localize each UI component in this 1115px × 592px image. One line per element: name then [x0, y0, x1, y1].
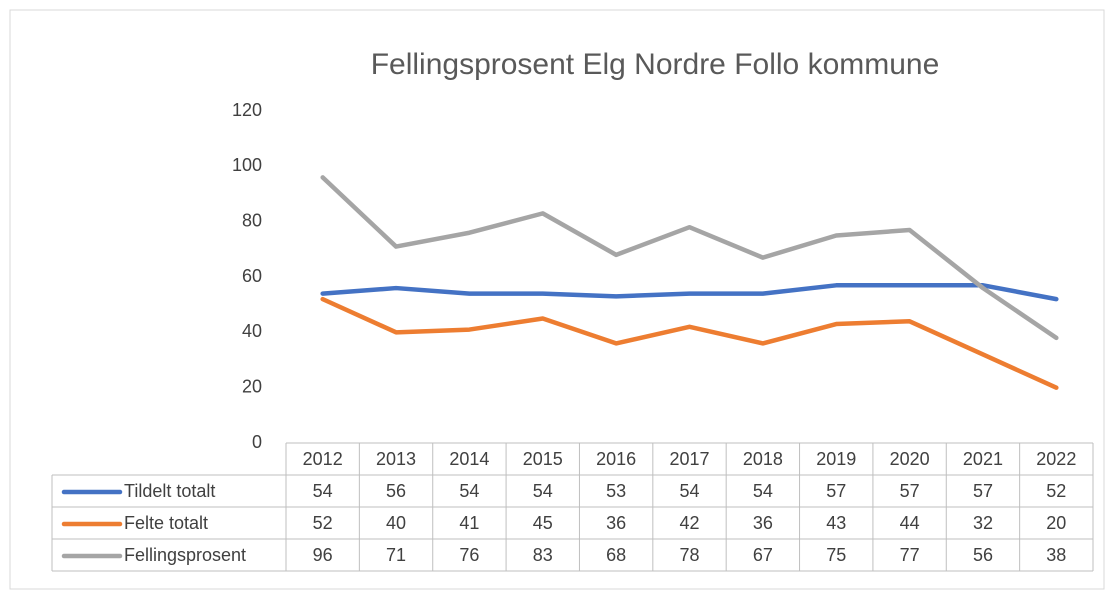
x-tick-label: 2012 — [303, 449, 343, 469]
table-value: 71 — [386, 545, 406, 565]
table-value: 40 — [386, 513, 406, 533]
table-value: 53 — [606, 481, 626, 501]
chart-title: Fellingsprosent Elg Nordre Follo kommune — [371, 48, 940, 81]
y-tick-label: 80 — [242, 210, 262, 230]
table-value: 57 — [973, 481, 993, 501]
series-line — [320, 296, 1059, 390]
table-value: 83 — [533, 545, 553, 565]
table-value: 76 — [459, 545, 479, 565]
table-value: 41 — [459, 513, 479, 533]
y-tick-label: 100 — [232, 155, 262, 175]
table-value: 75 — [826, 545, 846, 565]
table-value: 57 — [900, 481, 920, 501]
table-value: 52 — [1046, 481, 1066, 501]
table-value: 54 — [459, 481, 479, 501]
table-value: 52 — [313, 513, 333, 533]
legend-label: Felte totalt — [124, 513, 208, 533]
y-tick-label: 40 — [242, 321, 262, 341]
table-value: 77 — [900, 545, 920, 565]
table-value: 36 — [606, 513, 626, 533]
x-tick-label: 2016 — [596, 449, 636, 469]
table-value: 54 — [533, 481, 553, 501]
table-value: 20 — [1046, 513, 1066, 533]
table-value: 36 — [753, 513, 773, 533]
legend-label: Tildelt totalt — [124, 481, 215, 501]
series-line — [320, 175, 1059, 341]
table-value: 32 — [973, 513, 993, 533]
y-tick-label: 120 — [232, 100, 262, 120]
table-value: 45 — [533, 513, 553, 533]
x-tick-label: 2019 — [816, 449, 856, 469]
table-value: 54 — [753, 481, 773, 501]
table-value: 56 — [386, 481, 406, 501]
y-tick-label: 60 — [242, 266, 262, 286]
x-tick-label: 2015 — [523, 449, 563, 469]
y-tick-label: 20 — [242, 376, 262, 396]
x-tick-label: 2017 — [669, 449, 709, 469]
table-value: 42 — [679, 513, 699, 533]
table-value: 78 — [679, 545, 699, 565]
x-tick-label: 2018 — [743, 449, 783, 469]
table-value: 54 — [313, 481, 333, 501]
table-value: 56 — [973, 545, 993, 565]
table-value: 38 — [1046, 545, 1066, 565]
chart-border — [9, 9, 1105, 590]
x-tick-label: 2022 — [1036, 449, 1076, 469]
table-value: 57 — [826, 481, 846, 501]
x-tick-label: 2021 — [963, 449, 1003, 469]
series-line — [320, 283, 1059, 302]
table-value: 44 — [900, 513, 920, 533]
table-value: 68 — [606, 545, 626, 565]
x-tick-label: 2020 — [890, 449, 930, 469]
table-value: 43 — [826, 513, 846, 533]
table-value: 54 — [679, 481, 699, 501]
table-value: 67 — [753, 545, 773, 565]
table-value: 96 — [313, 545, 333, 565]
legend-label: Fellingsprosent — [124, 545, 246, 565]
x-tick-label: 2013 — [376, 449, 416, 469]
y-tick-label: 0 — [252, 432, 262, 452]
x-tick-label: 2014 — [449, 449, 489, 469]
